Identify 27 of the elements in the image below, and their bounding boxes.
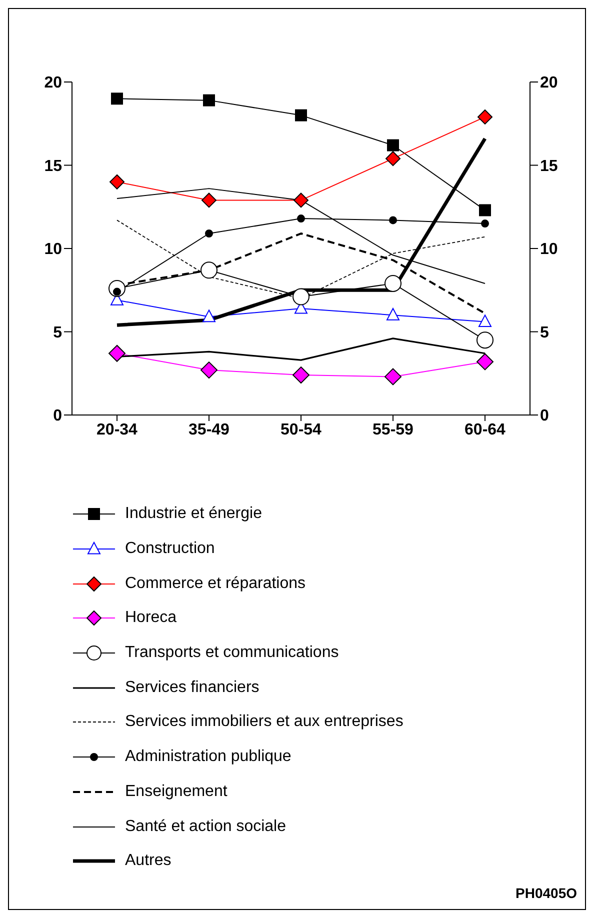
legend-label: Horeca	[125, 609, 177, 628]
legend-label: Commerce et réparations	[125, 574, 306, 593]
x-tick-label: 20-34	[96, 421, 138, 438]
y-tick-label: 5	[53, 324, 62, 342]
legend-label: Autres	[125, 852, 172, 870]
y-tick-label: 10	[44, 241, 62, 258]
legend-label: Enseignement	[125, 782, 228, 801]
legend-label: Services financiers	[125, 678, 260, 697]
legend-label: Administration publique	[125, 748, 292, 766]
legend-label: Santé et action sociale	[125, 818, 286, 836]
x-tick-label: 55-59	[372, 421, 414, 438]
legend-label: Construction	[125, 540, 215, 558]
y2-tick-label: 20	[540, 74, 558, 92]
y2-tick-label: 0	[540, 408, 549, 425]
y2-tick-label: 15	[540, 158, 558, 175]
legend-label: Industrie et énergie	[125, 505, 262, 524]
y2-tick-label: 5	[540, 324, 549, 342]
x-tick-label: 50-54	[280, 421, 322, 438]
y2-tick-label: 10	[540, 241, 558, 258]
y-tick-label: 20	[44, 74, 62, 92]
legend-label: Transports et communications	[125, 644, 339, 662]
y-tick-label: 15	[44, 158, 62, 175]
x-tick-label: 35-49	[188, 421, 230, 438]
legend-label: Services immobiliers et aux entreprises	[125, 713, 404, 732]
x-tick-label: 60-64	[464, 421, 506, 438]
text: PH0405O	[516, 885, 577, 901]
y-tick-label: 0	[53, 408, 62, 425]
